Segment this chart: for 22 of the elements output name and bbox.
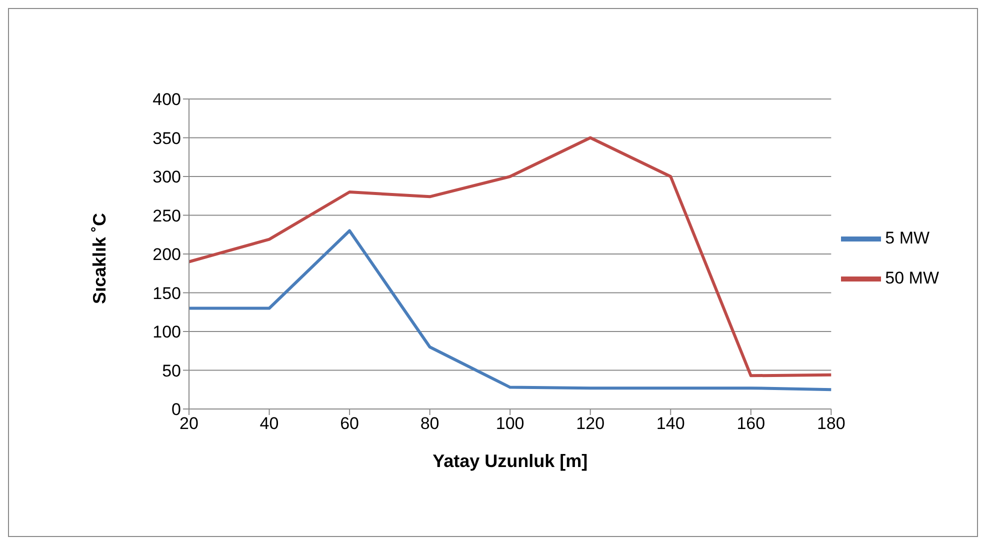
legend-label: 5 MW: [885, 228, 930, 248]
x-tick-label: 120: [576, 414, 605, 434]
x-tick-label: 160: [736, 414, 766, 434]
y-tick-label: 0: [172, 400, 181, 420]
y-tick-label: 100: [152, 322, 181, 342]
x-tick-label: 20: [180, 414, 198, 434]
y-tick-label: 200: [152, 245, 181, 264]
y-axis-title: Sıcaklık ˚C: [89, 212, 110, 304]
x-tick-label: 180: [816, 414, 846, 434]
y-tick-label: 350: [152, 128, 181, 148]
x-axis-title: Yatay Uzunluk [m]: [432, 451, 588, 471]
legend-label: 50 MW: [885, 268, 939, 288]
y-tick-label: 150: [152, 284, 181, 303]
x-tick-label: 40: [260, 414, 279, 434]
y-tick-label: 400: [152, 90, 181, 110]
x-tick-label: 100: [496, 414, 524, 434]
x-tick-label: 80: [420, 414, 440, 434]
y-tick-label: 250: [152, 206, 181, 226]
x-tick-label: 140: [656, 414, 685, 434]
y-tick-label: 50: [162, 361, 181, 380]
y-tick-label: 300: [152, 168, 181, 187]
x-tick-label: 60: [340, 414, 359, 434]
